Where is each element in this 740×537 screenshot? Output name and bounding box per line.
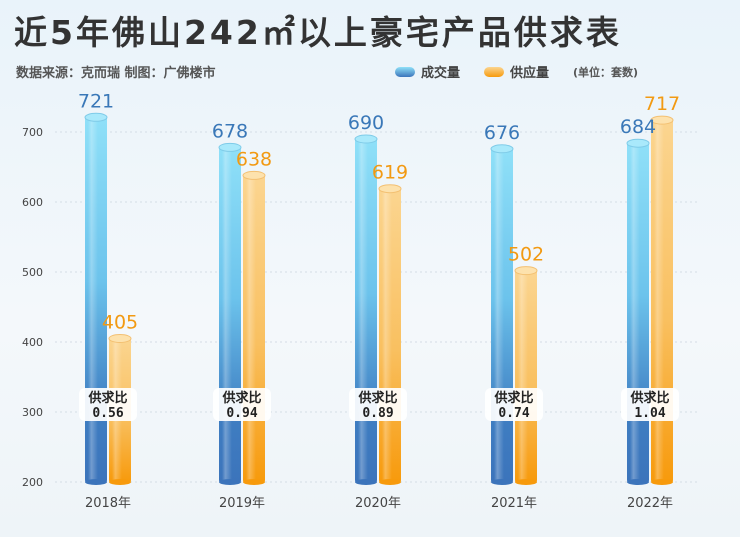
supply-bar — [242, 170, 266, 485]
ratio-badge-bg — [621, 388, 679, 421]
supply-bar-base — [379, 479, 401, 485]
supply-bar-base — [109, 479, 131, 485]
supply-bar-cap — [108, 334, 132, 343]
ratio-badge-bg — [485, 388, 543, 421]
supply-bar-base — [243, 479, 265, 485]
supply-bar — [650, 115, 674, 485]
deal-bar-base — [491, 479, 513, 485]
deal-value-label: 678 — [212, 120, 248, 142]
ratio-label: 供求比 — [629, 390, 669, 406]
supply-value-label: 717 — [644, 93, 680, 115]
deal-bar-base — [85, 479, 107, 485]
ratio-label: 供求比 — [357, 390, 397, 406]
ratio-label: 供求比 — [221, 390, 261, 406]
supply-value-label: 502 — [508, 244, 544, 266]
deal-bar-shine — [358, 139, 368, 482]
supply-value-label: 638 — [236, 148, 272, 170]
legend-unit: (单位：套数) — [573, 65, 639, 79]
supply-bar-shine — [654, 120, 664, 482]
y-tick-label: 700 — [22, 126, 43, 139]
y-tick-label: 300 — [22, 406, 43, 419]
deal-bar — [490, 144, 514, 485]
supply-bar-shine — [246, 175, 256, 482]
legend-supply-label: 供应量 — [510, 66, 550, 81]
deal-bar — [84, 112, 108, 485]
x-category-label: 2022年 — [627, 496, 673, 511]
ratio-value: 1.04 — [634, 406, 665, 421]
ratio-value: 0.89 — [362, 406, 393, 421]
chart-title: 近5年佛山242㎡以上豪宅产品供求表 — [14, 13, 622, 52]
supply-bar-shine — [382, 188, 392, 482]
y-tick-label: 400 — [22, 336, 43, 349]
supply-bar-base — [515, 479, 537, 485]
legend-supply: 供应量 — [484, 62, 549, 81]
x-category-label: 2021年 — [491, 496, 537, 511]
deal-value-label: 690 — [348, 112, 384, 134]
supply-bar — [378, 184, 402, 485]
deal-value-label: 684 — [620, 116, 656, 138]
legend-deal-swatch — [395, 66, 415, 77]
y-tick-label: 500 — [22, 266, 43, 279]
deal-bar — [218, 142, 242, 485]
deal-bar-cap — [218, 142, 242, 152]
deal-value-label: 721 — [78, 90, 114, 112]
ratio-badge-bg — [349, 388, 407, 421]
ratio-value: 0.74 — [498, 406, 529, 421]
deal-bar — [626, 138, 650, 485]
ratio-badge-bg — [213, 388, 271, 421]
supply-bar-shine — [518, 270, 528, 482]
supply-bar-cap — [514, 266, 538, 276]
x-category-label: 2020年 — [355, 496, 401, 511]
labels: 200300400500600700721405供求比0.562018年6786… — [22, 90, 680, 511]
supply-value-label: 405 — [102, 312, 138, 334]
supply-bar-base — [651, 479, 673, 485]
deal-value-label: 676 — [484, 122, 520, 144]
deal-bar-base — [627, 479, 649, 485]
deal-bar-cap — [490, 144, 514, 154]
deal-bar-cap — [354, 134, 378, 144]
deal-bar-shine — [222, 147, 232, 482]
grid — [55, 131, 700, 483]
supply-bar-cap — [378, 184, 402, 194]
y-tick-label: 600 — [22, 196, 43, 209]
legend-supply-swatch — [484, 66, 505, 77]
supply-bar-cap — [650, 115, 674, 125]
legend-deal: 成交量 — [395, 62, 460, 81]
deal-bar-cap — [84, 112, 108, 122]
y-tick-label: 200 — [22, 476, 43, 489]
deal-bar-shine — [88, 117, 98, 483]
deal-bar-base — [219, 479, 241, 485]
ratio-label: 供求比 — [87, 390, 127, 406]
deal-bar-shine — [630, 143, 640, 482]
ratio-badge-bg — [79, 388, 137, 421]
deal-bar — [354, 134, 378, 485]
legend-deal-label: 成交量 — [421, 66, 461, 81]
x-category-label: 2019年 — [219, 496, 265, 511]
deal-bar-cap — [626, 138, 650, 148]
ratio-label: 供求比 — [493, 390, 533, 406]
supply-value-label: 619 — [372, 162, 408, 184]
supply-bar-cap — [242, 170, 266, 180]
supply-bar — [514, 266, 538, 485]
ratio-value: 0.56 — [92, 406, 123, 421]
deal-bar-base — [355, 479, 377, 485]
legend: 成交量 供应量 (单位：套数) — [395, 62, 638, 81]
deal-bar-shine — [494, 148, 504, 483]
ratio-value: 0.94 — [226, 406, 257, 421]
x-category-label: 2018年 — [85, 496, 131, 511]
data-source: 数据来源：克而瑞 制图：广佛楼市 — [16, 66, 216, 81]
